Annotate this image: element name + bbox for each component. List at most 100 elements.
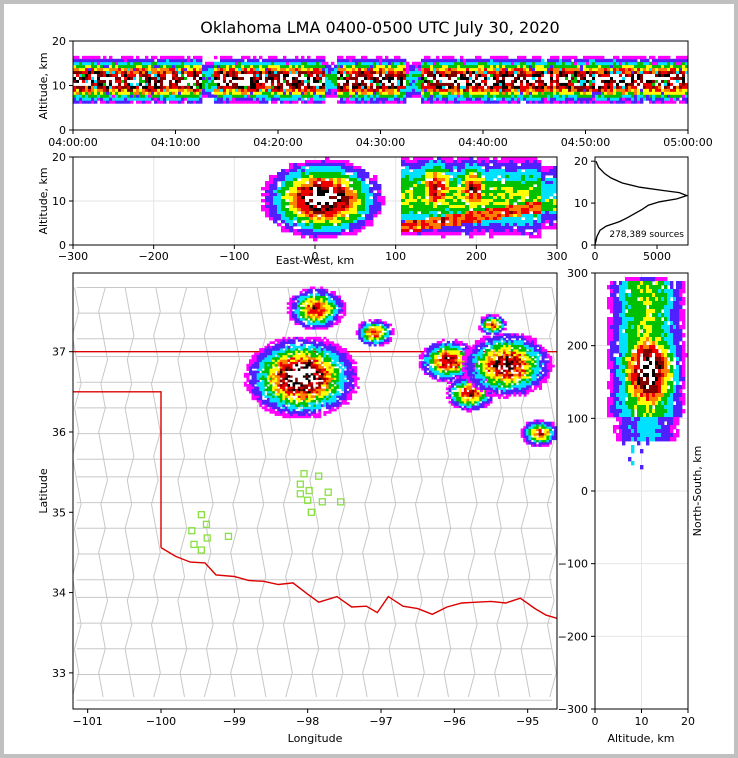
source-cell [497,223,502,227]
source-cell [337,166,342,170]
source-cell [79,70,83,75]
source-cell [247,58,251,63]
source-cell [397,70,401,75]
source-cell [211,82,215,86]
source-cell [269,397,273,401]
source-cell [436,97,440,101]
source-cell [589,100,593,104]
source-cell [127,88,131,92]
source-cell [478,76,482,80]
source-cell [673,85,677,89]
source-cell [405,196,410,200]
source-cell [418,61,422,66]
source-cell [465,220,470,224]
source-cell [586,61,590,66]
source-cell [357,193,362,197]
source-cell [160,64,164,69]
source-cell [333,214,338,218]
source-cell [442,97,446,101]
source-cell [418,85,422,89]
source-cell [261,381,265,385]
source-cell [266,348,270,351]
source-cell [421,187,426,191]
source-cell [418,73,422,77]
source-cell [505,226,510,230]
source-cell [460,67,464,72]
y-tick-label: 10 [52,195,66,208]
source-cell [451,100,455,104]
source-cell [345,187,350,191]
source-cell [640,70,644,75]
source-cell [460,82,464,86]
source-cell [535,97,539,101]
source-cell [628,91,632,95]
source-cell [649,61,653,66]
source-cell [489,196,494,200]
source-cell [469,160,474,164]
source-cell [649,100,653,104]
source-cell [367,73,371,77]
source-cell [319,82,323,86]
source-cell [259,352,263,356]
source-cell [235,58,239,63]
source-cell [280,67,284,72]
county-line [203,287,214,698]
source-cell [175,88,179,92]
source-cell [297,229,302,233]
source-cell [514,100,518,104]
source-cell [525,208,530,212]
source-cell [369,199,374,203]
source-cell [274,55,278,60]
source-cell [220,88,224,92]
source-cell [321,223,326,227]
source-cell [505,166,510,170]
source-cell [160,82,164,86]
source-cell [97,94,101,98]
source-cell [283,67,287,72]
source-cell [525,184,530,188]
source-cell [521,199,526,203]
source-cell [469,235,474,239]
source-cell [301,208,306,212]
source-cell [175,97,179,101]
source-cell [541,169,546,173]
source-cell [349,178,354,182]
source-cell [103,100,107,104]
source-cell [247,97,251,101]
source-cell [445,70,449,75]
source-cell [193,82,197,86]
source-cell [266,397,270,401]
source-cell [391,82,395,86]
source-cell [329,172,334,176]
source-cell [497,166,502,170]
source-cell [535,79,539,83]
source-cell [457,208,462,212]
source-cell [357,184,362,188]
source-cell [505,178,510,182]
source-cell [307,61,311,66]
source-cell [473,223,478,227]
source-cell [254,388,258,392]
source-cell [241,76,245,80]
chart-title: Oklahoma LMA 0400-0500 UTC July 30, 2020 [200,18,559,37]
source-cell [397,76,401,80]
source-cell [88,76,92,80]
source-cell [250,64,254,69]
source-cell [685,85,688,89]
source-cell [433,64,437,69]
source-cell [499,67,503,72]
source-cell [196,67,200,72]
source-cell [208,73,212,77]
source-cell [433,229,438,233]
source-cell [196,58,200,63]
source-cell [325,211,330,215]
source-cell [682,79,686,83]
source-cell [466,91,470,95]
y-tick-label: 0 [59,124,66,137]
source-cell [226,88,230,92]
source-cell [232,82,236,86]
source-cell [264,375,268,378]
source-cell [130,73,134,77]
source-cell [517,178,522,182]
source-cell [121,100,125,104]
